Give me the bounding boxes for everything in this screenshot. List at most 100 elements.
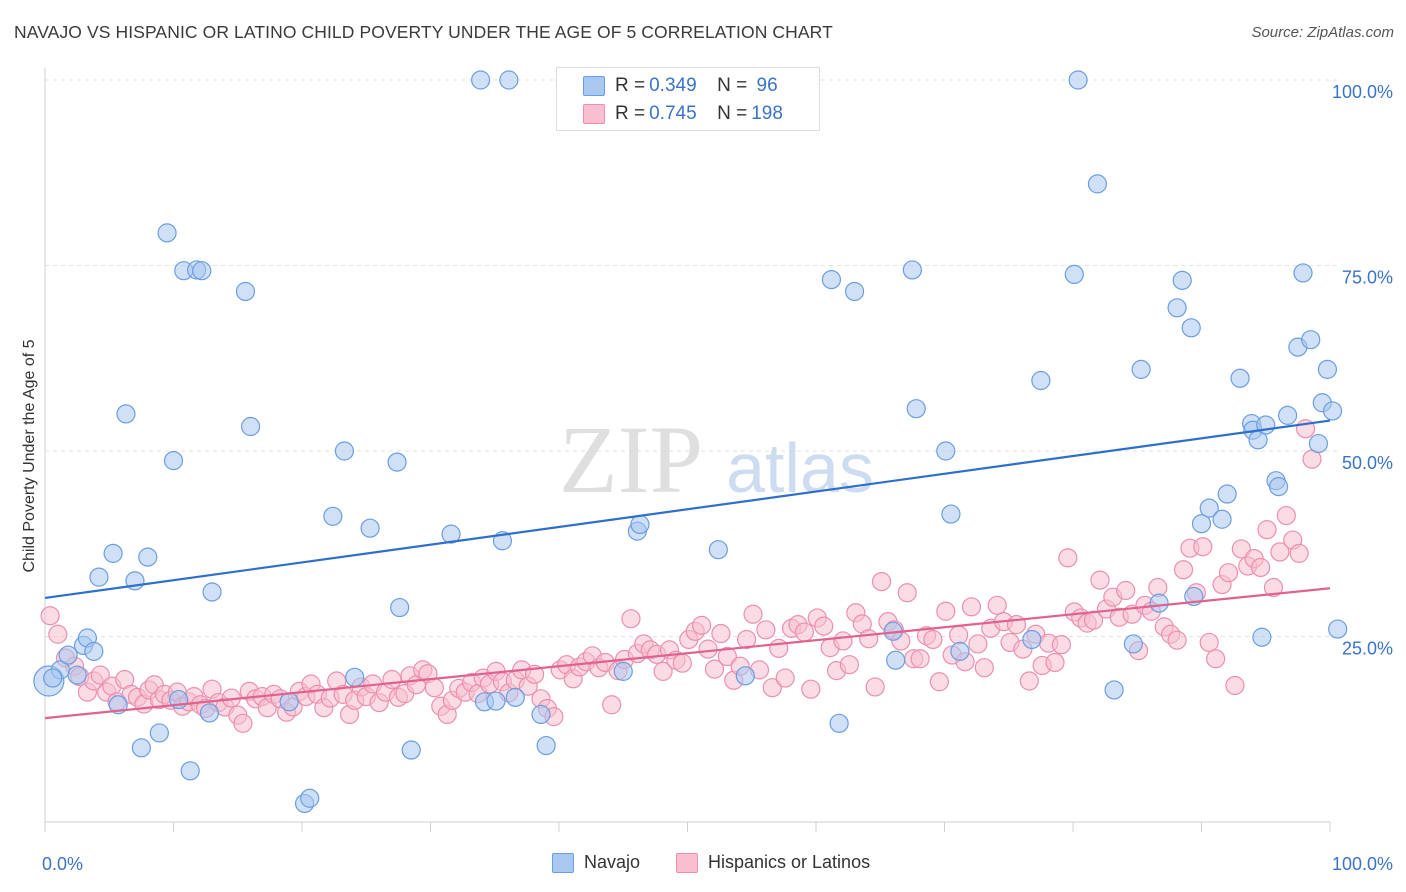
hispanic-point	[621, 609, 641, 629]
hispanic-point	[717, 646, 737, 667]
hispanic-point	[1251, 557, 1271, 578]
hispanic-point	[424, 678, 444, 698]
hispanic-point	[48, 624, 68, 644]
hispanic-point	[936, 601, 956, 621]
x-tick-label: 0.0%	[42, 854, 83, 874]
navajo-point	[84, 641, 104, 661]
navajo-point	[1068, 70, 1088, 90]
gridlines	[45, 79, 1340, 637]
navajo-point	[613, 661, 633, 681]
hispanic-point	[1206, 649, 1226, 669]
navajo-point	[1252, 627, 1272, 647]
hispanic-point	[233, 713, 253, 733]
navajo-swatch	[583, 76, 605, 96]
y-tick-label: 75.0%	[1342, 268, 1393, 288]
navajo-point	[505, 687, 525, 707]
y-tick-label: 25.0%	[1342, 639, 1393, 659]
navajo-point	[1064, 264, 1084, 285]
navajo-point	[103, 543, 123, 563]
hispanic-swatch	[583, 104, 605, 124]
hispanic-point	[653, 661, 673, 681]
navajo-point	[936, 441, 956, 461]
hispanic-point	[794, 622, 815, 642]
hispanic-point	[949, 625, 969, 645]
n-value: 96	[751, 75, 778, 96]
legend-item-hispanic: Hispanics or Latinos	[676, 852, 870, 873]
navajo-point	[1131, 359, 1151, 379]
navajo-point	[43, 668, 63, 688]
correlation-legend: R = 0.349 N = 96 R = 0.745 N = 198	[556, 67, 820, 131]
hispanic-point	[698, 639, 718, 659]
navajo-point	[1328, 619, 1348, 639]
chart-title: NAVAJO VS HISPANIC OR LATINO CHILD POVER…	[14, 22, 833, 42]
hispanic-point	[1058, 548, 1078, 568]
hispanic-point	[1270, 542, 1290, 562]
hispanic-point	[737, 629, 757, 650]
hispanic-point	[1019, 671, 1039, 691]
hispanic-point	[1199, 632, 1219, 653]
navajo-point	[1172, 270, 1192, 290]
navajo-point	[1031, 370, 1051, 391]
x-tick-labels: 0.0% 100.0%	[42, 854, 1393, 874]
chart-source: Source: ZipAtlas.com	[1251, 24, 1394, 41]
legend-label-hispanic: Hispanics or Latinos	[708, 852, 871, 872]
watermark-atlas: atlas	[726, 429, 874, 507]
navajo-point	[1277, 405, 1298, 425]
axes	[44, 68, 1331, 832]
hispanic-point	[1231, 539, 1251, 559]
navajo-point	[1308, 433, 1329, 454]
navajo-point	[531, 704, 551, 725]
navajo-point	[279, 692, 299, 712]
hispanic-point	[974, 658, 994, 678]
hispanic-point	[769, 638, 789, 658]
navajo-point	[886, 650, 906, 670]
legend-row-navajo: R = 0.349 N = 96	[583, 73, 778, 99]
hispanic-point	[1051, 635, 1072, 655]
hispanic-point	[743, 604, 763, 624]
hispanic-point	[775, 668, 795, 688]
hispanic-point	[1193, 537, 1213, 557]
navajo-point	[441, 524, 461, 544]
hispanic-point	[40, 606, 60, 626]
navajo-point	[131, 738, 151, 758]
hispanic-point	[1225, 675, 1245, 696]
series-navajo-points	[33, 70, 1348, 814]
hispanic-point	[1263, 577, 1284, 598]
navajo-point	[471, 70, 491, 90]
hispanic-point	[923, 629, 943, 650]
navajo-point	[157, 223, 177, 243]
hispanic-point	[839, 655, 860, 675]
navajo-point	[180, 761, 200, 781]
navajo-point	[1317, 359, 1338, 379]
hispanic-point	[859, 629, 879, 649]
navajo-point	[536, 735, 556, 756]
hispanic-point	[897, 583, 917, 603]
navajo-point	[1268, 477, 1289, 497]
navajo-point	[1167, 298, 1187, 318]
trend-lines	[44, 419, 1331, 720]
hispanic-trend-line	[44, 587, 1331, 720]
navajo-point	[334, 441, 355, 461]
navajo-point	[1199, 498, 1219, 518]
hispanic-point	[382, 669, 402, 690]
navajo-point	[829, 713, 849, 733]
y-tick-label: 100.0%	[1332, 82, 1393, 102]
hispanic-point	[692, 615, 712, 635]
hispanic-point	[814, 616, 834, 636]
navajo-point	[345, 667, 365, 687]
hispanic-point	[1167, 630, 1187, 650]
navajo-point	[192, 261, 212, 281]
navajo-point	[486, 691, 506, 711]
hispanic-point	[704, 659, 725, 679]
navajo-point	[300, 788, 320, 808]
watermark: ZIP atlas	[559, 406, 874, 513]
navajo-point	[1217, 484, 1237, 504]
hispanic-point	[672, 653, 692, 673]
navajo-point	[116, 404, 136, 424]
navajo-point	[735, 666, 755, 686]
navajo-point	[138, 547, 158, 567]
hispanic-point	[968, 634, 988, 654]
navajo-point	[89, 567, 109, 587]
navajo-point	[708, 540, 728, 560]
hispanic-point	[756, 620, 776, 640]
